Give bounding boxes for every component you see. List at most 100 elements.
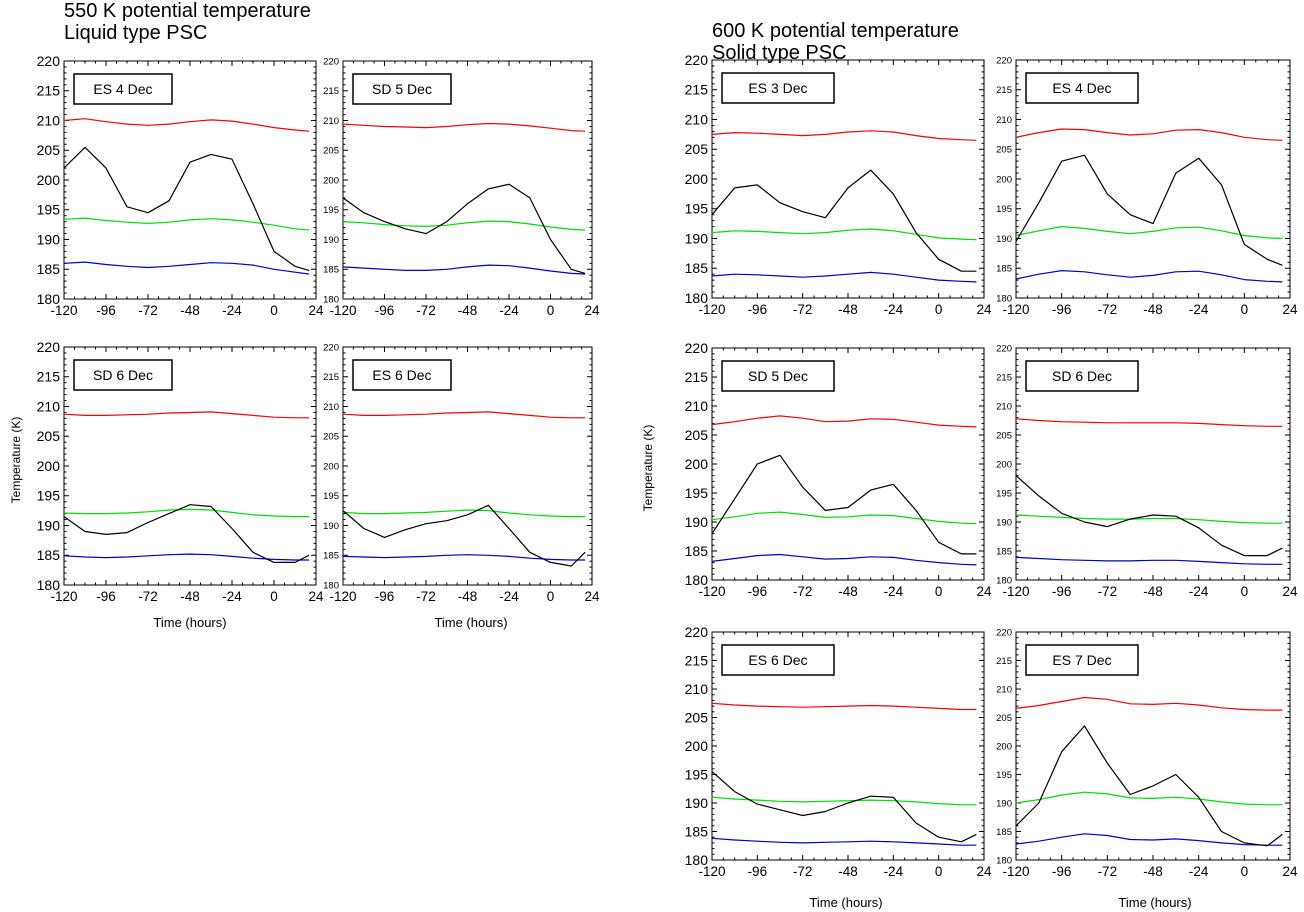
y-tick-label: 180 (323, 294, 339, 305)
y-tick-label: 205 (996, 430, 1012, 441)
x-tick-label: -96 (1052, 302, 1072, 317)
x-tick-label: 0 (270, 589, 278, 604)
y-tick-label: 200 (323, 175, 339, 186)
y-tick-label: 180 (37, 577, 61, 593)
series-line (342, 183, 586, 274)
panel-label-box (721, 360, 835, 392)
y-tick-label: 190 (996, 517, 1012, 528)
panel-label: SD 6 Dec (93, 367, 153, 383)
x-tick-label: -24 (884, 584, 904, 599)
y-tick-label: 220 (323, 56, 339, 67)
y-tick-label: 210 (37, 112, 61, 128)
x-tick-label: -120 (329, 303, 356, 318)
x-tick-label: -24 (1189, 302, 1209, 317)
y-tick-label: 190 (37, 231, 61, 247)
y-tick-label: 200 (685, 456, 709, 472)
y-tick-label: 195 (37, 488, 61, 504)
series-line (63, 118, 310, 132)
series-line (1015, 514, 1283, 524)
y-tick-label: 215 (996, 85, 1012, 96)
x-tick-label: -72 (416, 589, 436, 604)
x-tick-label: -48 (458, 589, 478, 604)
y-tick-label: 210 (685, 111, 709, 127)
x-tick-label: 0 (270, 303, 278, 318)
chart-panel: 180 185 190 195 200 205 210 215 220 -120 -96 -72 -48… (37, 339, 324, 604)
y-tick-label: 210 (996, 401, 1012, 412)
x-tick-label: -48 (1143, 864, 1163, 879)
x-tick-label: -120 (1002, 864, 1029, 879)
y-tick-label: 210 (996, 115, 1012, 126)
series-line (711, 454, 977, 555)
x-tick-label: -96 (1052, 584, 1072, 599)
y-tick-label: 190 (323, 521, 339, 532)
y-tick-label: 200 (37, 458, 61, 474)
x-tick-label: -96 (96, 589, 116, 604)
y-tick-label: 190 (996, 234, 1012, 245)
y-tick-label: 205 (323, 432, 339, 443)
y-tick-label: 215 (323, 86, 339, 97)
y-tick-label: 195 (996, 204, 1012, 215)
y-tick-label: 215 (323, 372, 339, 383)
y-tick-label: 180 (323, 580, 339, 591)
series-line (711, 702, 977, 711)
y-tick-label: 215 (685, 369, 709, 385)
panel-label-box (721, 72, 835, 104)
y-tick-label: 180 (685, 852, 709, 868)
group-title-600-line1: 600 K potential temperature (712, 20, 959, 42)
y-tick-label: 210 (996, 684, 1012, 695)
y-tick-label: 200 (996, 459, 1012, 470)
series-line (1015, 833, 1283, 846)
y-tick-label: 195 (685, 766, 709, 782)
x-tick-label: -120 (698, 584, 725, 599)
y-tick-label: 185 (37, 547, 61, 563)
y-tick-label: 180 (996, 855, 1012, 866)
x-tick-label: 0 (1241, 302, 1249, 317)
x-tick-label: 24 (976, 584, 992, 599)
series-line (63, 411, 309, 419)
x-tick-label: -120 (1002, 302, 1029, 317)
y-tick-label: 220 (37, 53, 61, 69)
panel-label: ES 4 Dec (1052, 80, 1111, 96)
x-tick-label: -48 (838, 864, 858, 879)
series-line (711, 511, 977, 525)
x-axis-label: Time (hours) (434, 615, 507, 630)
y-tick-label: 195 (996, 770, 1012, 781)
series-line (342, 122, 586, 132)
y-tick-label: 180 (37, 291, 61, 307)
x-tick-label: -48 (180, 589, 200, 604)
group-title-600-line2: Solid type PSC (712, 42, 847, 64)
y-tick-label: 215 (685, 82, 709, 98)
y-tick-label: 185 (323, 265, 339, 276)
chart-panel: 180 185 190 195 200 205 210 215 220 -120 -96 -72 -48… (685, 52, 992, 317)
group-title-550-line2: Liquid type PSC (64, 22, 208, 44)
y-tick-label: 185 (996, 264, 1012, 275)
y-tick-label: 200 (323, 461, 339, 472)
x-tick-label: -72 (416, 303, 436, 318)
y-tick-label: 220 (996, 343, 1012, 354)
series-line (63, 217, 310, 231)
y-tick-label: 190 (685, 795, 709, 811)
y-tick-label: 220 (323, 342, 339, 353)
y-tick-label: 210 (685, 398, 709, 414)
x-tick-label: -48 (838, 302, 858, 317)
x-tick-label: -120 (329, 589, 356, 604)
y-tick-label: 185 (996, 827, 1012, 838)
x-tick-label: -72 (138, 589, 158, 604)
x-tick-label: -120 (50, 589, 77, 604)
panel-label: ES 6 Dec (748, 652, 807, 668)
y-tick-label: 220 (37, 339, 61, 355)
y-tick-label: 195 (685, 485, 709, 501)
x-tick-label: -24 (222, 303, 242, 318)
panel-label: ES 6 Dec (372, 367, 431, 383)
x-tick-label: 0 (547, 589, 555, 604)
x-tick-label: 0 (1241, 584, 1249, 599)
y-tick-label: 190 (685, 514, 709, 530)
series-line (63, 146, 310, 271)
y-tick-label: 205 (323, 146, 339, 157)
series-line (1015, 696, 1283, 711)
x-tick-label: 24 (976, 302, 992, 317)
x-tick-label: -72 (793, 864, 813, 879)
panel-label: SD 6 Dec (1052, 368, 1112, 384)
y-tick-label: 190 (685, 230, 709, 246)
